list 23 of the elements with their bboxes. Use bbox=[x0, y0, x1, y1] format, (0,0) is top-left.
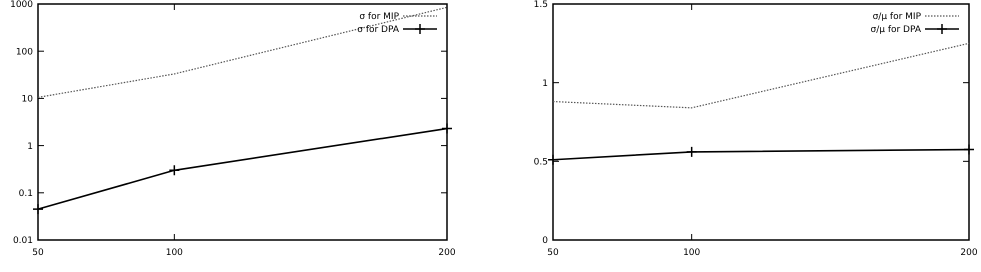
point bbox=[441, 122, 453, 134]
legend-label: σ for DPA bbox=[357, 25, 400, 36]
y-tick-label: 0.1 bbox=[18, 188, 33, 199]
legend-label: σ for MIP bbox=[359, 12, 400, 22]
point bbox=[168, 164, 180, 176]
y-tick-label: 0.01 bbox=[12, 236, 33, 246]
legend-label: σ/μ for DPA bbox=[870, 25, 922, 36]
legend-label: σ/μ for MIP bbox=[872, 12, 922, 22]
point bbox=[32, 203, 44, 215]
y-tick-label: 100 bbox=[16, 47, 34, 58]
y-tick-label: 1000 bbox=[10, 0, 34, 10]
y-tick-label: 0 bbox=[542, 236, 548, 246]
x-tick-label: 50 bbox=[547, 248, 559, 258]
x-tick-label: 100 bbox=[683, 248, 701, 258]
y-tick-label: 0.5 bbox=[534, 157, 548, 168]
x-tick-label: 50 bbox=[32, 248, 44, 258]
y-tick-label: 10 bbox=[22, 94, 34, 105]
y-tick-label: 1 bbox=[27, 142, 33, 152]
y-tick-label: 1 bbox=[542, 78, 548, 89]
y-tick-label: 1.5 bbox=[534, 0, 548, 10]
x-tick-label: 200 bbox=[960, 248, 978, 258]
x-tick-label: 200 bbox=[438, 248, 456, 258]
x-tick-label: 100 bbox=[166, 248, 184, 258]
